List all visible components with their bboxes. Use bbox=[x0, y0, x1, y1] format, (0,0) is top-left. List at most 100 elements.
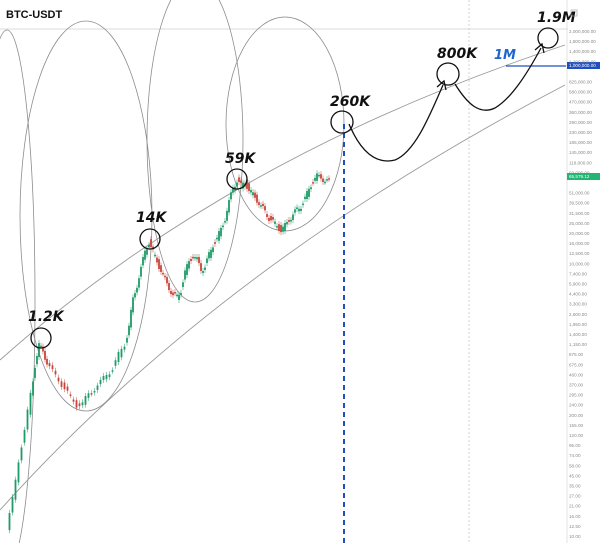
y-tick-label: 1,400,000.00 bbox=[569, 49, 596, 54]
candle-body bbox=[38, 343, 40, 358]
candle-body bbox=[236, 182, 238, 187]
candle-body bbox=[208, 252, 210, 259]
candle-body bbox=[72, 399, 75, 402]
candle-body bbox=[132, 297, 134, 313]
candle-body bbox=[302, 203, 304, 206]
peak-circle-14k bbox=[139, 228, 161, 250]
candle-body bbox=[276, 226, 278, 228]
candle-body bbox=[138, 278, 140, 288]
candle-body bbox=[274, 221, 276, 224]
candle-body bbox=[260, 205, 262, 207]
candle-body bbox=[264, 206, 266, 211]
y-tick-label: 1,800,000.00 bbox=[569, 39, 596, 44]
candle-body bbox=[212, 247, 214, 253]
y-tick-label: 825,000.00 bbox=[569, 80, 592, 85]
candle-body bbox=[87, 393, 90, 398]
y-tick-label: 470,000.00 bbox=[569, 100, 592, 105]
y-tick-label: 120.00 bbox=[569, 433, 583, 438]
candle-body bbox=[126, 337, 128, 343]
candle-body bbox=[238, 177, 240, 183]
y-tick-label: 1,150.00 bbox=[569, 342, 587, 347]
y-tick-label: 875.00 bbox=[569, 352, 583, 357]
candle-body bbox=[75, 400, 78, 408]
y-tick-label: 1,200,000.00 bbox=[569, 59, 596, 64]
candle-body bbox=[51, 365, 54, 370]
candle-body bbox=[140, 266, 142, 277]
candle-body bbox=[182, 282, 184, 288]
candle-body bbox=[166, 277, 168, 284]
candle-body bbox=[148, 244, 150, 248]
annotation-14k: 14K bbox=[136, 210, 167, 226]
candle-body bbox=[190, 259, 192, 262]
y-tick-label: 10,000.00 bbox=[569, 261, 590, 266]
candle-body bbox=[99, 379, 102, 385]
candle-body bbox=[232, 187, 234, 193]
candle-body bbox=[248, 183, 250, 192]
y-tick-label: 25,000.00 bbox=[569, 221, 590, 226]
candle-body bbox=[96, 385, 99, 390]
peak-circle-1-9m bbox=[537, 27, 559, 49]
candle-body bbox=[328, 178, 330, 180]
candle-body bbox=[29, 392, 32, 415]
y-tick-label: 1,950.00 bbox=[569, 322, 587, 327]
candle-body bbox=[204, 267, 206, 270]
candle-body bbox=[69, 394, 72, 396]
current-price-text: 65,579.12 bbox=[569, 174, 590, 179]
candle-body bbox=[318, 174, 320, 177]
candle-body bbox=[210, 249, 212, 258]
candle-body bbox=[150, 239, 152, 248]
candle-body bbox=[93, 390, 96, 393]
candle-body bbox=[262, 203, 264, 207]
annotation-260k: 260K bbox=[330, 94, 371, 110]
candle-body bbox=[160, 265, 162, 272]
y-tick-label: 1,400.00 bbox=[569, 332, 587, 337]
candle-body bbox=[136, 287, 138, 293]
candle-body bbox=[142, 257, 144, 266]
y-tick-label: 12,500.00 bbox=[569, 251, 590, 256]
candle-body bbox=[250, 190, 252, 193]
candle-body bbox=[54, 370, 57, 375]
candle-body bbox=[292, 214, 294, 220]
candle-body bbox=[218, 231, 220, 241]
y-tick-label: 360,000.00 bbox=[569, 110, 592, 115]
candle-body bbox=[46, 358, 48, 365]
annotation-59k: 59K bbox=[225, 151, 256, 167]
candle-body bbox=[216, 237, 218, 240]
candle-body bbox=[168, 283, 170, 291]
cycle-ellipse-4 bbox=[0, 29, 36, 543]
candle-body bbox=[258, 202, 260, 206]
y-tick-label: 74.00 bbox=[569, 453, 581, 458]
candle-body bbox=[306, 191, 308, 200]
y-tick-label: 21.00 bbox=[569, 504, 581, 509]
candle-body bbox=[102, 375, 105, 380]
y-tick-label: 3,300.00 bbox=[569, 302, 587, 307]
candle-body bbox=[172, 292, 174, 296]
y-tick-label: 27.00 bbox=[569, 494, 581, 499]
y-tick-label: 16,000.00 bbox=[569, 241, 590, 246]
candle-body bbox=[194, 257, 196, 259]
candle-body bbox=[224, 220, 226, 223]
candle-body bbox=[114, 360, 117, 366]
projection-arc-1 bbox=[348, 84, 444, 162]
candle-body bbox=[240, 180, 242, 184]
candle-body bbox=[164, 275, 166, 278]
candle-body bbox=[296, 207, 298, 210]
y-tick-label: 58.00 bbox=[569, 463, 581, 468]
candle-body bbox=[272, 217, 274, 220]
y-tick-label: 51,000.00 bbox=[569, 191, 590, 196]
candle-body bbox=[202, 270, 204, 273]
candle-body bbox=[90, 393, 93, 395]
annotation-1-2k: 1.2K bbox=[28, 309, 65, 325]
y-tick-label: 4,400.00 bbox=[569, 292, 587, 297]
candle-body bbox=[314, 177, 316, 181]
candlestick-series bbox=[8, 170, 330, 534]
y-tick-label: 155.00 bbox=[569, 423, 583, 428]
candle-body bbox=[316, 173, 318, 181]
candle-body bbox=[81, 402, 84, 406]
candle-body bbox=[312, 182, 314, 184]
candle-body bbox=[23, 429, 26, 443]
candle-body bbox=[282, 226, 284, 232]
y-tick-label: 290,000.00 bbox=[569, 120, 592, 125]
y-tick-label: 2,600.00 bbox=[569, 312, 587, 317]
candle-body bbox=[78, 403, 81, 407]
